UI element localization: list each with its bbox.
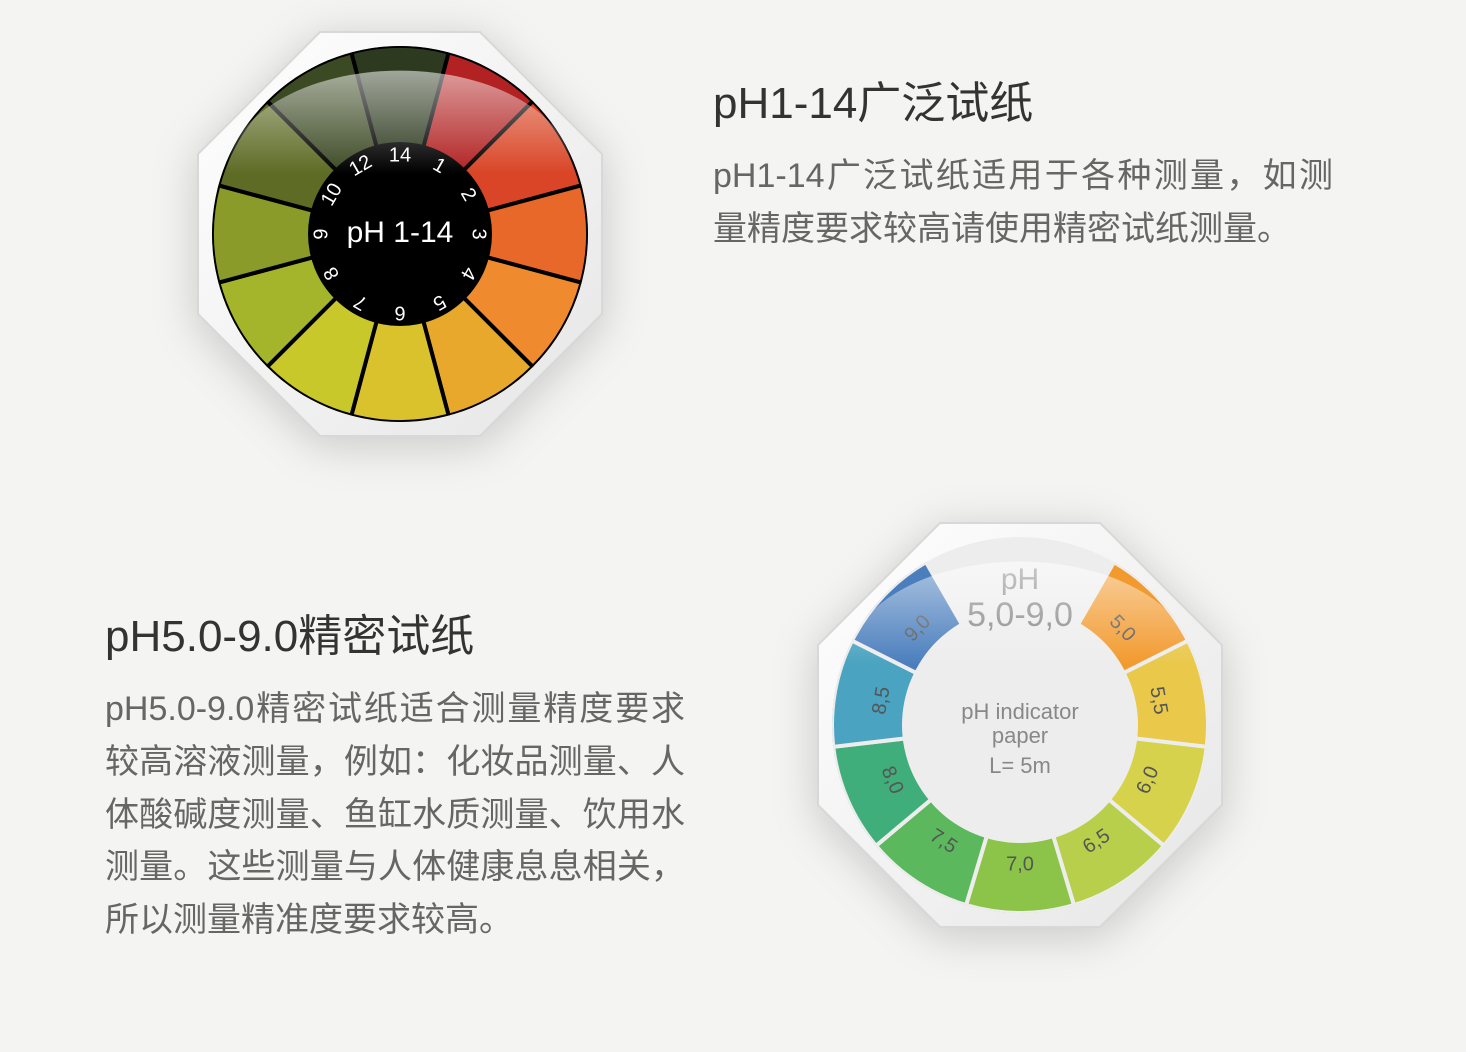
ph1-14-dispenser: 123456789101214pH 1-14 <box>190 24 610 444</box>
ph5-9-wheel: 5,05,56,06,57,07,58,08,59,0pH5,0-9,0pH i… <box>832 537 1208 913</box>
section1-body: pH1-14广泛试纸适用于各种测量，如测量精度要求较高请使用精密试纸测量。 <box>713 150 1333 255</box>
section2-text: pH5.0-9.0精密试纸 pH5.0-9.0精密试纸适合测量精度要求较高溶液测… <box>105 608 685 947</box>
ph5-9-dispenser: 5,05,56,06,57,07,58,08,59,0pH5,0-9,0pH i… <box>810 515 1230 935</box>
ph1-14-wheel: 123456789101214pH 1-14 <box>212 46 588 422</box>
section1-text: pH1-14广泛试纸 pH1-14广泛试纸适用于各种测量，如测量精度要求较高请使… <box>713 75 1333 256</box>
svg-text:7,0: 7,0 <box>1006 853 1034 875</box>
svg-text:6: 6 <box>394 302 405 324</box>
section2-body: pH5.0-9.0精密试纸适合测量精度要求较高溶液测量，例如：化妆品测量、人体酸… <box>105 683 685 946</box>
section2-title: pH5.0-9.0精密试纸 <box>105 608 685 665</box>
section1-title: pH1-14广泛试纸 <box>713 75 1333 132</box>
